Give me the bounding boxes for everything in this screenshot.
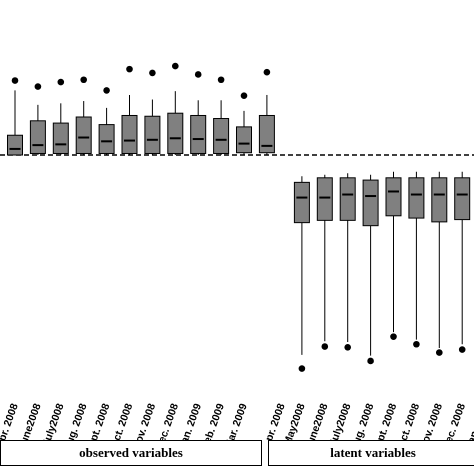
outlier-9-1 [194,71,202,78]
category-label-9: Jan. 2009 [177,402,205,440]
outlier-12-1 [263,68,271,76]
outlier-5-1 [103,87,110,94]
box-8 [167,112,184,154]
outlier-3-1 [57,78,65,86]
category-label-6: Oct. 2008 [108,402,135,440]
box-15 [339,177,356,221]
outlier-14-1 [321,343,329,350]
category-label-11: Mar. 2009 [222,402,250,440]
box-10 [213,118,230,154]
outlier-6-1 [126,65,133,73]
outlier-2-1 [34,83,42,90]
box-20 [454,177,471,221]
category-label-18: Oct. 2008 [395,402,422,440]
box-19 [431,177,448,223]
box-16 [362,179,379,227]
box-17 [385,177,402,217]
box-7 [144,115,161,154]
category-label-1: Apr. 2008 [0,402,21,440]
outlier-13-1 [298,365,306,372]
outlier-10-1 [217,76,225,84]
box-9 [190,114,207,154]
outlier-4-1 [80,76,87,84]
box-13 [293,181,310,224]
group-label-latent: latent variables [268,440,474,466]
outlier-8-1 [172,62,179,70]
outlier-16-1 [367,357,374,365]
outlier-7-1 [149,69,156,77]
box-18 [408,177,425,219]
box-11 [236,126,252,154]
box-1 [7,134,23,156]
box-2 [29,120,46,154]
outlier-15-1 [344,343,352,351]
category-label-3: July2008 [40,402,67,440]
category-label-15: July2008 [327,402,354,440]
box-3 [52,122,69,154]
outlier-1-1 [11,77,19,84]
outlier-19-1 [436,349,443,356]
box-4 [75,116,92,154]
group-label-observed: observed variables [0,440,262,466]
box-14 [316,177,333,221]
box-6 [121,114,138,154]
box-5 [98,124,115,154]
outlier-11-1 [240,92,248,100]
outlier-18-1 [413,340,420,348]
outlier-17-1 [390,333,397,340]
box-12 [258,114,275,154]
outlier-20-1 [458,346,466,353]
